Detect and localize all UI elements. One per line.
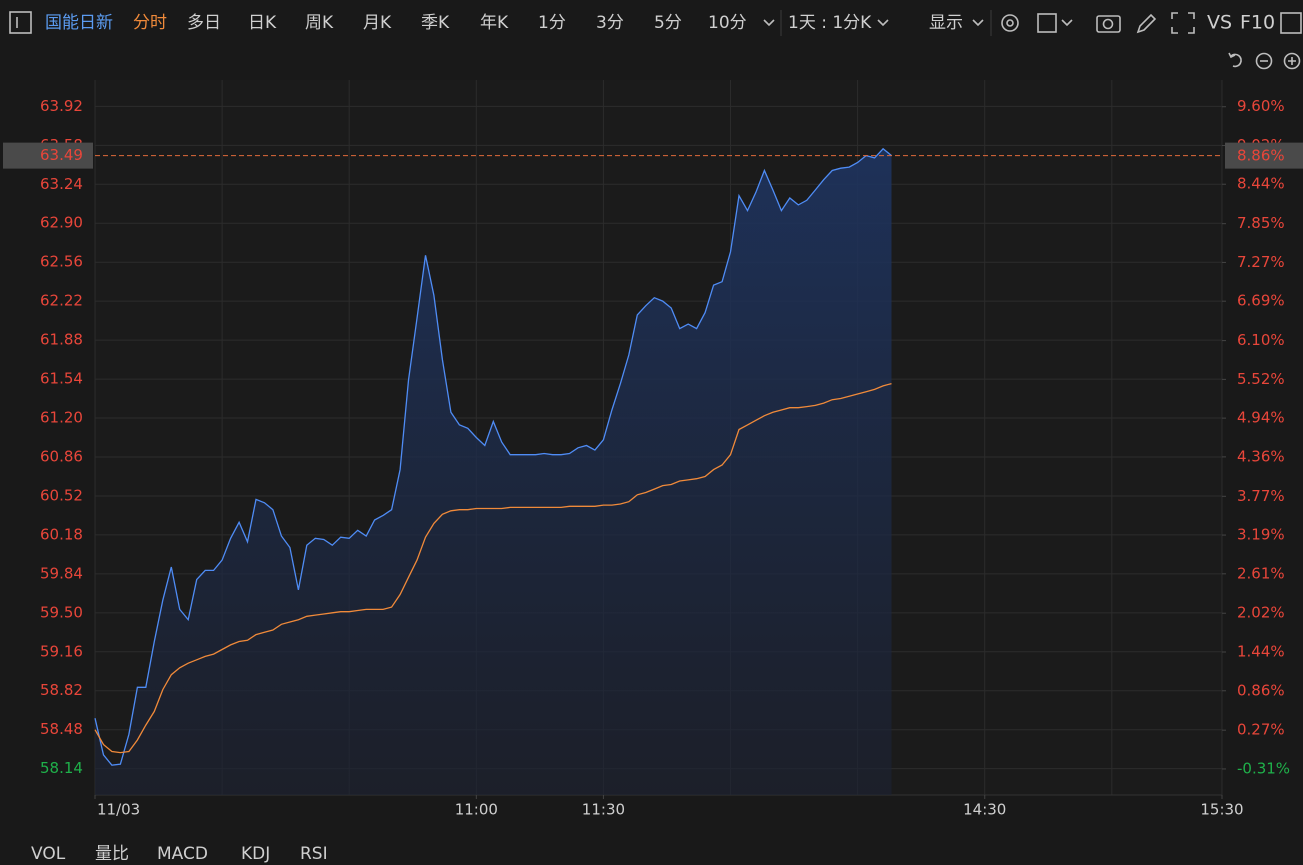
- indicator-tabs: VOL 量比 MACD KDJ RSI: [31, 844, 328, 864]
- tab[interactable]: 季K: [421, 13, 450, 33]
- y-tick-label: 61.54: [40, 370, 83, 388]
- y-tick-label: 59.50: [40, 603, 83, 621]
- zoom-out-icon[interactable]: [1255, 52, 1273, 70]
- last-price-label: 63.49: [40, 146, 83, 164]
- zoom-in-bar: [1288, 57, 1296, 65]
- x-tick-label: 11:30: [582, 801, 625, 819]
- settings-icon[interactable]: [1001, 14, 1019, 32]
- tab[interactable]: 周K: [305, 13, 334, 33]
- y-tick-label: 62.22: [40, 292, 83, 310]
- plot-area: 58.14 58.48 58.82 59.16 59.50 59.84 60.18 60.52…: [3, 80, 1303, 819]
- fullscreen-icon[interactable]: [1171, 12, 1195, 34]
- y2-tick-label: 3.77%: [1237, 487, 1285, 505]
- y-tick-label: 59.16: [40, 642, 83, 660]
- last-change-box: [1225, 142, 1303, 169]
- y-tick-label: 58.14: [40, 759, 83, 777]
- period-select[interactable]: 1天 : 1分K: [788, 13, 872, 33]
- y2-tick-label: 9.60%: [1237, 97, 1285, 115]
- y-tick-label: 62.56: [40, 253, 83, 271]
- layout-icon[interactable]: [1037, 13, 1057, 33]
- y2-tick-label: 2.02%: [1237, 604, 1285, 622]
- y2-tick-label: -0.31%: [1237, 759, 1290, 777]
- tab[interactable]: 日K: [248, 13, 277, 33]
- y2-tick-label: 7.85%: [1237, 214, 1285, 232]
- y-tick-label: 60.52: [40, 486, 83, 504]
- price-line: [94, 147, 892, 766]
- stock-name[interactable]: 国能日新: [45, 13, 113, 33]
- y-tick-label: 59.84: [40, 564, 83, 582]
- chevron[interactable]: [763, 19, 775, 27]
- last-change-label: 8.86%: [1237, 147, 1285, 165]
- y2-tick-label: 6.10%: [1237, 331, 1285, 349]
- camera-lens: [1102, 18, 1114, 30]
- y2-tick-label: 3.19%: [1237, 526, 1285, 544]
- chevron[interactable]: [972, 19, 984, 27]
- window-icon[interactable]: [1280, 12, 1302, 34]
- x-tick-label: 14:30: [963, 801, 1006, 819]
- undo-icon[interactable]: [1230, 53, 1242, 68]
- chevron[interactable]: [877, 19, 889, 27]
- display-menu[interactable]: 显示: [929, 13, 963, 33]
- y2-tick-label: 0.27%: [1237, 721, 1285, 739]
- indicator-tab[interactable]: KDJ: [241, 844, 270, 864]
- x-tick-label: 11/03: [97, 801, 140, 819]
- tab[interactable]: 10分: [708, 13, 747, 33]
- y2-tick-label: 4.36%: [1237, 447, 1285, 465]
- draw-icon[interactable]: [1136, 13, 1157, 34]
- tab[interactable]: 5分: [654, 13, 682, 33]
- tab[interactable]: 1分: [538, 13, 566, 33]
- y2-tick-label: 8.44%: [1237, 175, 1285, 193]
- y2-tick-label: 7.27%: [1237, 253, 1285, 271]
- undo-arrow: [1228, 52, 1236, 59]
- x-tick-label: 15:30: [1200, 801, 1243, 819]
- price-area: [95, 148, 892, 796]
- y2-tick-label: 5.52%: [1237, 370, 1285, 388]
- x-tick-label: 11:00: [455, 801, 498, 819]
- tab[interactable]: 月K: [363, 13, 392, 33]
- y-tick-label: 63.92: [40, 97, 83, 115]
- zoom-in-icon[interactable]: [1283, 52, 1301, 70]
- average-line: [94, 382, 892, 754]
- y-tick-label: 62.90: [40, 214, 83, 232]
- y-tick-label: 60.86: [40, 447, 83, 465]
- y-tick-label: 60.18: [40, 525, 83, 543]
- tab[interactable]: 年K: [480, 13, 509, 33]
- toolbar: 国能日新 分时 多日 日K 周K 月K 季K 年K 1分 3分 5分 10分 1…: [9, 10, 1302, 70]
- indicator-tab[interactable]: MACD: [157, 844, 208, 864]
- y2-tick-label: 4.94%: [1237, 409, 1285, 427]
- tab[interactable]: 3分: [596, 13, 624, 33]
- y2-tick-label: 1.44%: [1237, 643, 1285, 661]
- y-tick-label: 58.48: [40, 720, 83, 738]
- indicator-tab[interactable]: 量比: [95, 844, 129, 864]
- vs-button[interactable]: VS: [1207, 12, 1232, 34]
- last-price-box: [3, 142, 93, 169]
- y-tick-label: 63.24: [40, 175, 83, 193]
- camera-icon[interactable]: [1096, 15, 1121, 33]
- indicator-tab[interactable]: VOL: [31, 844, 66, 864]
- tab[interactable]: 多日: [187, 13, 221, 33]
- y2-tick-label: 6.69%: [1237, 292, 1285, 310]
- chevron[interactable]: [1061, 19, 1073, 27]
- y2-tick-label: 0.86%: [1237, 681, 1285, 699]
- y2-tick-label: 2.61%: [1237, 564, 1285, 582]
- menu-icon[interactable]: [9, 11, 32, 34]
- y-tick-label: 61.20: [40, 409, 83, 427]
- y-tick-label: 61.88: [40, 331, 83, 349]
- f10-button[interactable]: F10: [1240, 12, 1275, 34]
- indicator-tab[interactable]: RSI: [300, 844, 328, 864]
- settings-icon-core: [1006, 19, 1014, 27]
- y-tick-label: 58.82: [40, 681, 83, 699]
- tab[interactable]: 分时: [133, 13, 167, 33]
